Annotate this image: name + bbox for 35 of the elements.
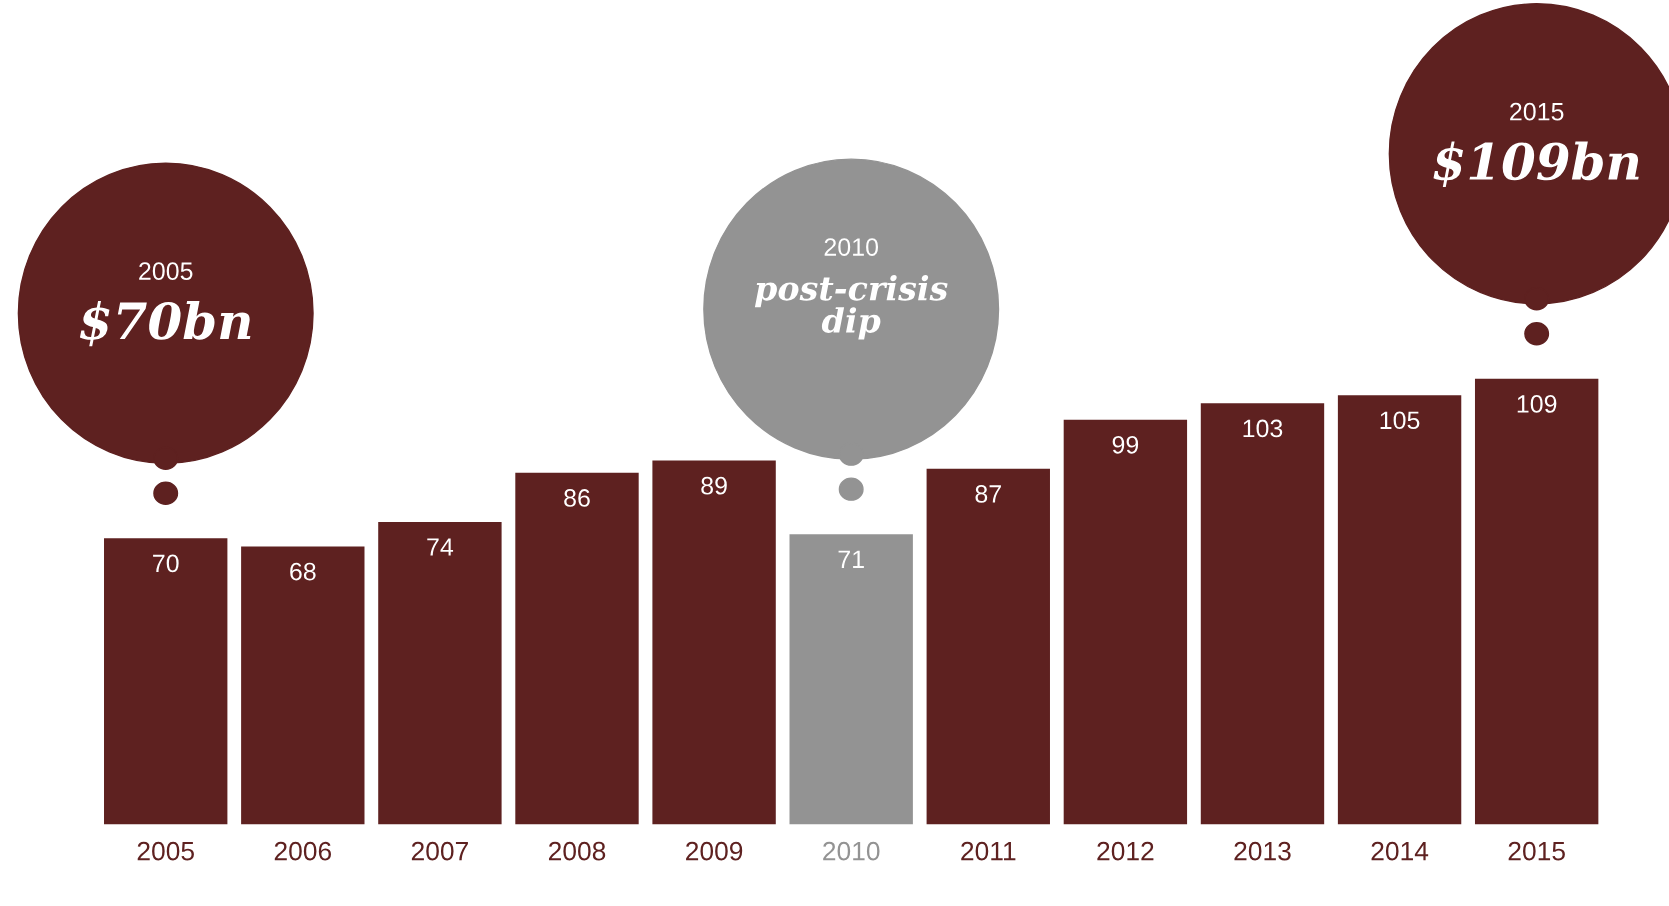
data-label: 74 (427, 538, 454, 556)
bar (515, 472, 639, 825)
bar (1337, 395, 1462, 825)
data-label: 71 (838, 550, 864, 568)
data-label: 103 (1243, 419, 1283, 438)
x-tick-label: 2009 (686, 841, 743, 861)
bar (1200, 403, 1325, 825)
x-tick-label: 2011 (961, 841, 1016, 861)
text: 2015 $109bn (1433, 102, 1639, 187)
bar (1063, 419, 1188, 825)
bar (241, 546, 365, 825)
x-tick-label: 2007 (411, 841, 468, 861)
data-label: 99 (1112, 435, 1139, 454)
data-label: 86 (564, 489, 590, 507)
x-tick-label: 2005 (137, 841, 194, 861)
x-tick-label: 2015 (1508, 841, 1565, 861)
x-tick-label: 2008 (548, 841, 606, 861)
text: 2005 $70bn (79, 262, 251, 347)
bar (104, 538, 228, 825)
x-tick-label: 2012 (1097, 841, 1154, 861)
x-tick-label: 2014 (1371, 841, 1429, 861)
bar (378, 521, 502, 825)
bar (1474, 378, 1599, 825)
x-tick-label: 2006 (274, 841, 331, 861)
x-tick-label: 2013 (1234, 841, 1291, 861)
data-label: 70 (153, 554, 179, 573)
data-label: 89 (701, 476, 727, 495)
bar (789, 534, 913, 825)
data-label: 87 (975, 485, 1001, 503)
text: 2010 post-crisis dip (754, 238, 948, 340)
x-tick-label: 2010 (823, 841, 880, 861)
data-label: 109 (1517, 395, 1557, 413)
data-label: 105 (1380, 411, 1420, 430)
data-label: 68 (290, 562, 316, 581)
bar (926, 468, 1050, 825)
